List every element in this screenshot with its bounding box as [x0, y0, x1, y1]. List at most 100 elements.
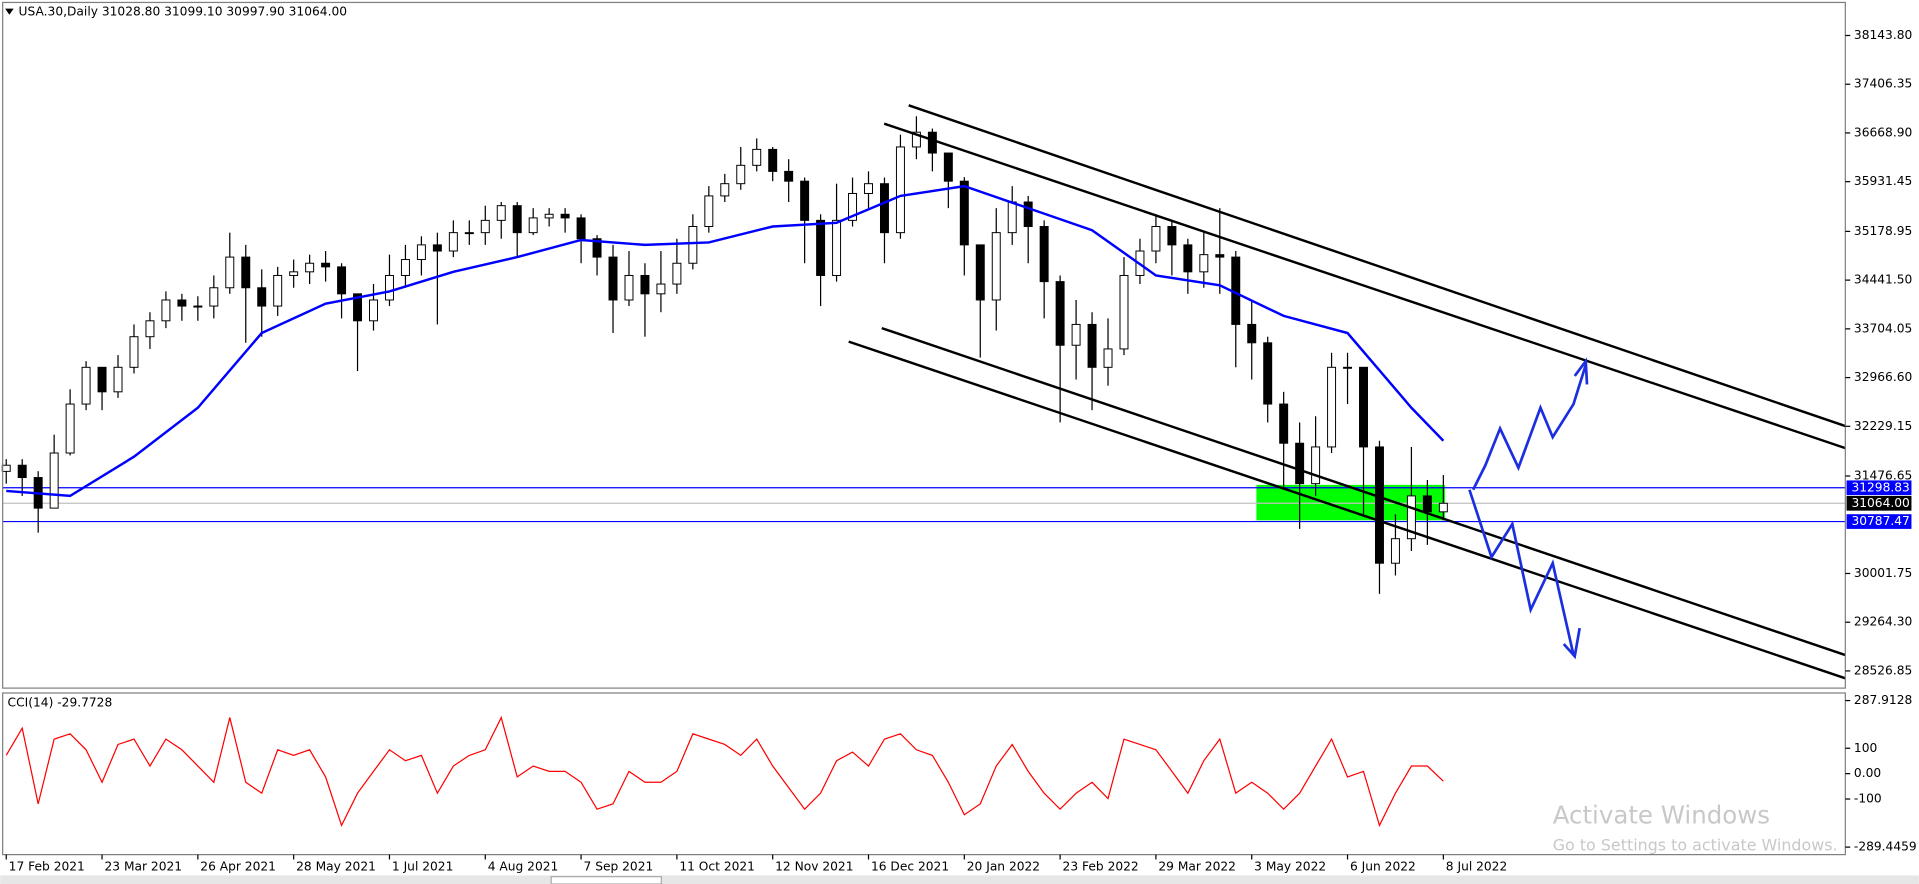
channel-line: [908, 104, 1846, 428]
candle-body: [544, 213, 554, 219]
x-tick-label: 4 Aug 2021: [488, 859, 559, 873]
candle-body: [1374, 446, 1384, 564]
y-tick-label: 35931.45: [1854, 174, 1912, 188]
candle-body: [480, 219, 490, 234]
candle-body: [1295, 442, 1305, 485]
candle-body: [129, 336, 139, 368]
y-tick-label: 33704.05: [1854, 321, 1912, 335]
candle-body: [800, 180, 810, 221]
channel-line: [881, 326, 1846, 657]
x-tick-label: 6 Jun 2022: [1350, 859, 1416, 873]
drawn-arrow: [1471, 364, 1588, 491]
candle-body: [97, 366, 107, 393]
candle-body: [672, 262, 682, 285]
candle-body: [400, 259, 410, 276]
price-tag-label: 31298.83: [1851, 480, 1909, 494]
candle-body: [1263, 342, 1273, 405]
x-tick-label: 23 Feb 2022: [1063, 859, 1139, 873]
candle-body: [1087, 323, 1097, 368]
candle-body: [1, 464, 11, 472]
candle-body: [321, 262, 331, 268]
arrow-head: [1562, 627, 1581, 660]
x-tick-label: 8 Jul 2022: [1446, 859, 1507, 873]
candle-body: [816, 219, 826, 276]
candle-body: [1279, 403, 1289, 444]
drawing-layer: [848, 104, 1846, 680]
candle-body: [416, 244, 426, 261]
x-tick-label: 26 Apr 2021: [200, 859, 276, 873]
candle-body: [927, 131, 937, 154]
moving-average: [6, 184, 1445, 498]
candle-body: [464, 232, 474, 235]
x-tick-label: 12 Nov 2021: [775, 859, 853, 873]
candle-body: [959, 180, 969, 246]
arrow-head: [1573, 357, 1589, 385]
x-tick-label: 11 Oct 2021: [679, 859, 755, 873]
x-tick-label: 28 May 2021: [296, 859, 376, 873]
candle-body: [241, 256, 251, 289]
candle-body: [720, 183, 730, 197]
x-tick-label: 7 Sep 2021: [584, 859, 654, 873]
candle-body: [49, 452, 59, 509]
candle-body: [65, 403, 75, 454]
candle-body: [1247, 323, 1257, 344]
candle-body: [193, 305, 203, 308]
candle-body: [768, 148, 778, 172]
y-tick-label: 32229.15: [1854, 419, 1912, 433]
candle-body: [752, 148, 762, 166]
channel-line: [848, 340, 1846, 680]
y-tick-label: 34441.50: [1854, 273, 1912, 287]
y-tick-label: 29264.30: [1854, 615, 1912, 629]
candle-body: [895, 146, 905, 234]
indicator-line: [5, 715, 1444, 828]
y-tick-label: 36668.90: [1854, 125, 1912, 139]
candle-body: [113, 366, 123, 393]
price-tag: [1846, 480, 1912, 496]
candle-body: [1023, 201, 1033, 227]
candle-body: [592, 238, 602, 258]
candle-body: [161, 299, 171, 322]
candle-body: [975, 244, 985, 301]
main-panel-frame: [2, 1, 1846, 689]
indicator-tick-label: -289.4459: [1854, 840, 1917, 854]
indicator-tick-label: -100: [1854, 792, 1882, 806]
candle-body: [1390, 538, 1400, 564]
candle-body: [864, 183, 873, 194]
candle-body: [273, 274, 283, 307]
candle-body: [848, 192, 858, 221]
y-tick-label: 37406.35: [1854, 77, 1912, 91]
candle-body: [688, 226, 698, 264]
candle-body: [1151, 226, 1161, 252]
candle-body: [624, 274, 634, 301]
candle-body: [305, 262, 315, 273]
x-tick-label: 16 Dec 2021: [871, 859, 949, 873]
candle-body: [177, 299, 187, 307]
y-tick-label: 35178.95: [1854, 224, 1912, 238]
tab: [550, 876, 662, 884]
candle-body: [289, 271, 299, 276]
candle-body: [81, 366, 91, 405]
chart-title: USA.30,Daily 31028.80 31099.10 30997.90 …: [19, 5, 347, 19]
candle-body: [1343, 366, 1353, 369]
indicator-tick-label: 100: [1854, 741, 1877, 755]
tab-bar: [0, 875, 1919, 884]
candle-body: [1311, 446, 1321, 485]
price-tag: [1846, 495, 1912, 511]
x-tick-label: 29 Mar 2022: [1158, 859, 1236, 873]
candle-body: [1039, 226, 1049, 283]
candle-body: [1055, 281, 1065, 346]
candle-body: [496, 205, 506, 221]
x-tick-label: 1 Jul 2021: [392, 859, 453, 873]
plot-layer: [1, 116, 1448, 594]
indicator-tick-label: 0.00: [1854, 766, 1881, 780]
candle-body: [943, 152, 953, 182]
y-tick-label: 31476.65: [1854, 469, 1912, 483]
x-tick-label: 3 May 2022: [1254, 859, 1326, 873]
candle-body: [704, 195, 714, 227]
indicator-tick-label: 287.9128: [1854, 693, 1912, 707]
candle-body: [560, 213, 570, 219]
candle-body: [1183, 244, 1193, 273]
